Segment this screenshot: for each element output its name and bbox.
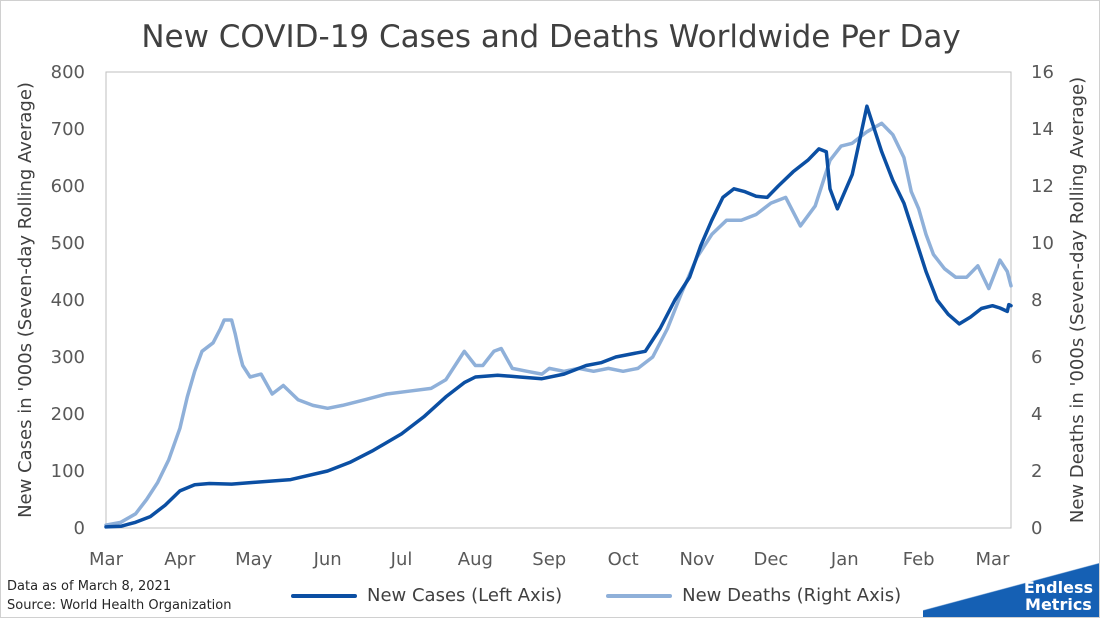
y-right-tick-label: 4	[1031, 404, 1042, 425]
y-right-tick-label: 10	[1031, 233, 1054, 254]
x-tick-label: Oct	[608, 549, 639, 570]
x-tick-label: Jun	[313, 549, 342, 570]
series-line-new-deaths	[104, 121, 1013, 527]
brand-line-2: Metrics	[1025, 595, 1092, 614]
x-tick-label: Apr	[164, 549, 196, 570]
legend-swatch-cases	[291, 593, 357, 598]
plot-area-border	[105, 71, 1012, 529]
y-left-tick-label: 600	[51, 176, 85, 197]
brand-logo-text: Endless Metrics	[1024, 579, 1093, 613]
y-left-tick-label: 400	[51, 290, 85, 311]
y-left-tick-label: 500	[51, 233, 85, 254]
y-right-tick-label: 8	[1031, 290, 1042, 311]
legend-label-cases: New Cases (Left Axis)	[367, 585, 563, 606]
y-right-tick-label: 0	[1031, 518, 1042, 539]
y-left-tick-label: 700	[51, 119, 85, 140]
y-right-tick-label: 12	[1031, 176, 1054, 197]
legend-item-deaths: New Deaths (Right Axis)	[606, 585, 901, 606]
brand-logo: Endless Metrics	[923, 551, 1099, 617]
y-left-tick-label: 300	[51, 347, 85, 368]
y-left-tick-label: 800	[51, 62, 85, 83]
legend-item-cases: New Cases (Left Axis)	[291, 585, 562, 606]
y-left-axis-title: New Cases in '000s (Seven-day Rolling Av…	[15, 82, 36, 518]
data-date-note: Data as of March 8, 2021	[7, 579, 172, 594]
x-tick-label: Dec	[753, 549, 788, 570]
legend-swatch-deaths	[606, 593, 673, 598]
footnote: Data as of March 8, 2021 Source: World H…	[7, 577, 231, 615]
x-tick-label: Jan	[830, 549, 859, 570]
y-right-tick-label: 6	[1031, 347, 1042, 368]
y-left-tick-label: 200	[51, 404, 85, 425]
y-left-tick-label: 100	[51, 461, 85, 482]
y-right-tick-label: 2	[1031, 461, 1042, 482]
x-tick-label: Mar	[89, 549, 124, 570]
y-right-tick-label: 16	[1031, 62, 1054, 83]
brand-line-1: Endless	[1023, 578, 1093, 597]
chart-title: New COVID-19 Cases and Deaths Worldwide …	[141, 19, 961, 55]
legend-label-deaths: New Deaths (Right Axis)	[682, 585, 902, 606]
x-tick-label: Sep	[532, 549, 566, 570]
x-tick-label: May	[235, 549, 273, 570]
x-tick-label: Nov	[679, 549, 714, 570]
series-line-new-cases	[104, 104, 1013, 529]
x-tick-label: Jul	[390, 549, 413, 570]
source-note: Source: World Health Organization	[7, 598, 232, 613]
legend: New Cases (Left Axis) New Deaths (Right …	[291, 585, 901, 606]
y-left-tick-label: 0	[74, 518, 85, 539]
y-right-tick-label: 14	[1031, 119, 1054, 140]
x-tick-label: Aug	[458, 549, 493, 570]
y-right-axis-title: New Deaths in '000s (Seven-day Rolling A…	[1067, 77, 1088, 523]
